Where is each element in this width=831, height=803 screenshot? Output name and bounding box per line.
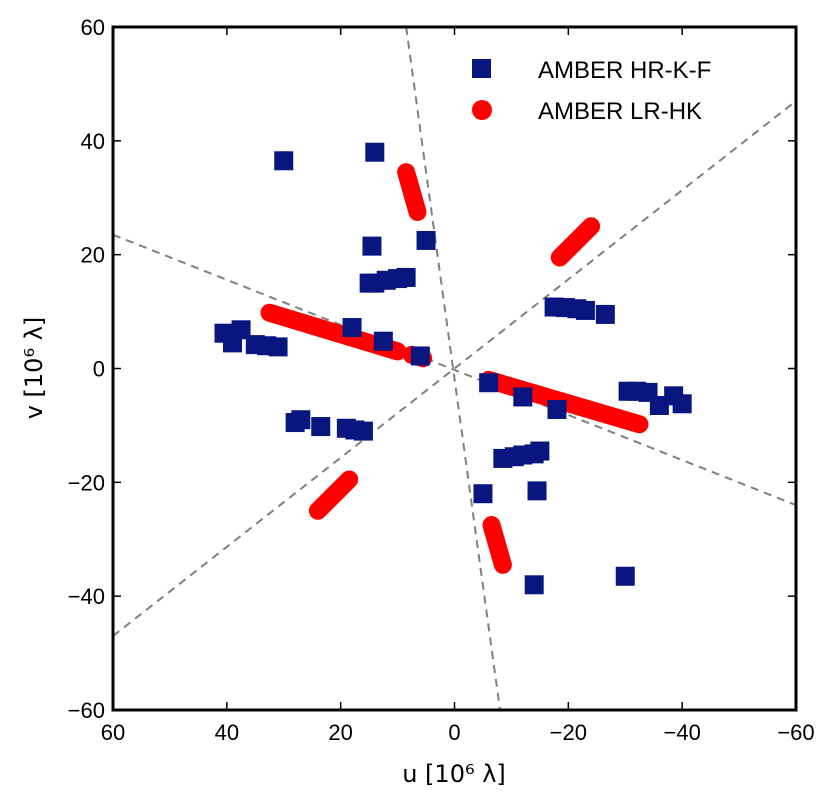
- hr-k-f-point-20: [311, 417, 331, 437]
- hr-k-f-point-29: [479, 373, 499, 393]
- hr-k-f-point-14: [268, 337, 288, 357]
- x-tick-label-1: 40: [215, 720, 239, 745]
- hr-k-f-point-2: [362, 236, 382, 256]
- x-tick-label-0: 60: [101, 720, 125, 745]
- legend-label-lr-hk: AMBER LR-HK: [538, 98, 702, 125]
- hr-k-f-point-8: [396, 267, 416, 287]
- axis-ticks: [112, 26, 797, 711]
- hr-k-f-points: [214, 142, 692, 595]
- y-axis-label: v [10⁶ λ]: [20, 317, 48, 420]
- reference-line-0: [113, 100, 796, 637]
- legend-marker-hr-k-f: [472, 59, 491, 78]
- x-axis-label: u [10⁶ λ]: [402, 760, 506, 788]
- y-tick-label-0: 60: [81, 15, 105, 40]
- x-tick-label-2: 20: [328, 720, 352, 745]
- lr-hk-track-6: [308, 470, 359, 520]
- hr-k-f-point-19: [291, 410, 311, 430]
- hr-k-f-point-43: [473, 484, 493, 504]
- y-tick-label-6: −60: [68, 698, 105, 723]
- hr-k-f-point-28: [595, 304, 615, 324]
- hr-k-f-point-42: [530, 441, 550, 461]
- hr-k-f-point-15: [342, 318, 362, 338]
- hr-k-f-point-46: [615, 566, 635, 586]
- lr-hk-track-2: [550, 217, 601, 267]
- hr-k-f-point-44: [527, 481, 547, 501]
- hr-k-f-point-1: [365, 142, 385, 162]
- reference-line-1: [113, 233, 796, 507]
- legend-label-hr-k-f: AMBER HR-K-F: [538, 57, 711, 84]
- x-tick-label-3: 0: [448, 720, 460, 745]
- y-tick-label-3: 0: [93, 357, 105, 382]
- hr-k-f-point-11: [231, 320, 251, 340]
- y-tick-label-5: −40: [68, 584, 105, 609]
- hr-k-f-point-37: [672, 394, 692, 414]
- y-tick-label-1: 40: [81, 129, 105, 154]
- y-tick-label-4: −20: [68, 470, 105, 495]
- hr-k-f-point-23: [353, 421, 373, 441]
- hr-k-f-point-45: [524, 575, 544, 595]
- hr-k-f-point-3: [416, 230, 436, 250]
- hr-k-f-point-0: [274, 151, 294, 171]
- lr-hk-track-1: [397, 163, 427, 221]
- hr-k-f-point-27: [575, 300, 595, 320]
- x-tick-label-4: −20: [550, 720, 587, 745]
- hr-k-f-point-31: [547, 399, 567, 419]
- legend-marker-lr-hk: [472, 100, 492, 120]
- reference-line-2: [405, 27, 502, 710]
- hr-k-f-point-30: [513, 387, 533, 407]
- hr-k-f-point-17: [410, 346, 430, 366]
- legend: AMBER HR-K-F AMBER LR-HK: [472, 57, 711, 125]
- x-tick-label-6: −60: [777, 720, 814, 745]
- hr-k-f-point-16: [373, 331, 393, 351]
- x-tick-label-5: −40: [664, 720, 701, 745]
- y-tick-label-2: 20: [81, 243, 105, 268]
- lr-hk-track-5: [482, 516, 512, 574]
- reference-lines: [113, 27, 796, 710]
